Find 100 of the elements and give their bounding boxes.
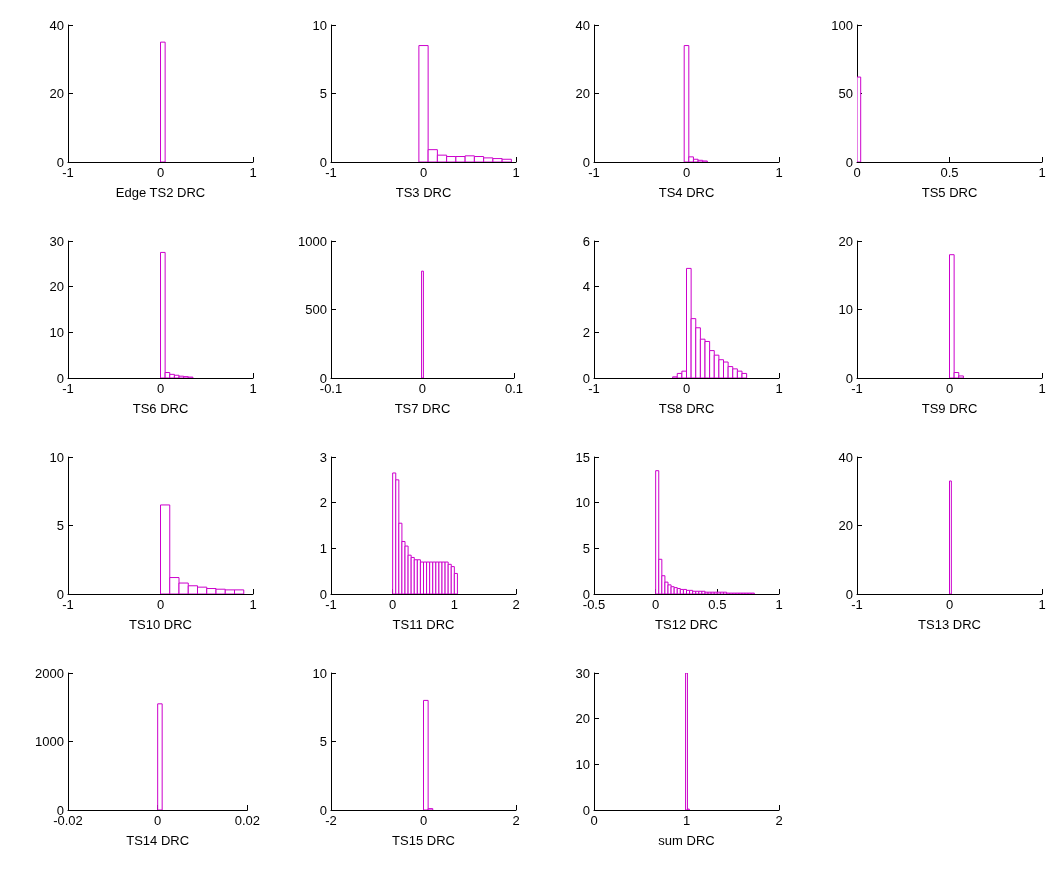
x-tick-label: 0 xyxy=(652,597,660,612)
y-tick-label: 20 xyxy=(575,86,590,101)
x-tick-label: 0 xyxy=(156,381,165,396)
x-axis-title: TS9 DRC xyxy=(921,401,978,416)
x-tick-label: 0.5 xyxy=(708,597,727,612)
x-axis-title: TS12 DRC xyxy=(655,617,718,632)
x-tick-label: 0.1 xyxy=(504,381,523,396)
y-tick-label: 10 xyxy=(838,302,853,317)
x-tick-label: -1 xyxy=(588,165,600,180)
y-tick-label: 20 xyxy=(838,518,853,533)
x-axis-title: TS6 DRC xyxy=(132,401,189,416)
x-tick-label: -0.1 xyxy=(319,381,343,396)
y-tick-label: 100 xyxy=(831,17,853,33)
y-tick-label: 40 xyxy=(838,449,853,465)
x-tick-label: 0 xyxy=(945,597,954,612)
y-tick-label: 0 xyxy=(319,586,327,602)
x-axis-title: TS10 DRC xyxy=(129,617,192,632)
x-tick-label: 2 xyxy=(775,813,783,828)
x-axis-title: TS13 DRC xyxy=(918,617,981,632)
y-tick-label: 0 xyxy=(845,154,853,170)
y-tick-label: 1000 xyxy=(35,734,64,749)
x-tick-label: 0 xyxy=(154,813,162,828)
x-tick-label: 0 xyxy=(682,381,691,396)
y-tick-label: 5 xyxy=(319,734,327,749)
x-tick-label: 2 xyxy=(512,597,520,612)
x-tick-label: 0 xyxy=(418,381,427,396)
x-axis-title: TS14 DRC xyxy=(126,833,190,848)
x-tick-label: -1 xyxy=(851,381,863,396)
x-axis-title: TS3 DRC xyxy=(395,185,452,200)
y-tick-label: 0 xyxy=(319,802,327,818)
y-tick-label: 2 xyxy=(319,495,327,511)
x-tick-label: 1 xyxy=(1038,597,1046,612)
y-tick-label: 0 xyxy=(582,154,590,170)
y-tick-label: 0 xyxy=(56,370,64,386)
y-tick-label: 0 xyxy=(845,586,853,602)
y-tick-label: 10 xyxy=(49,324,64,340)
x-tick-label: 0 xyxy=(682,165,691,180)
y-tick-label: 20 xyxy=(49,279,64,295)
y-tick-label: 40 xyxy=(575,17,590,33)
x-axis-title: TS7 DRC xyxy=(394,401,451,416)
y-tick-label: 0 xyxy=(845,370,853,386)
x-tick-label: 1 xyxy=(450,597,458,612)
y-tick-label: 0 xyxy=(319,154,327,170)
x-tick-label: 2 xyxy=(512,813,520,828)
x-tick-label: -1 xyxy=(588,381,600,396)
x-axis-title: TS8 DRC xyxy=(658,401,715,416)
x-axis-title: TS4 DRC xyxy=(658,185,715,200)
x-tick-label: 1 xyxy=(775,165,783,180)
y-tick-label: 5 xyxy=(56,518,64,533)
y-tick-label: 10 xyxy=(575,495,590,511)
x-tick-label: 1 xyxy=(512,165,520,180)
y-tick-label: 30 xyxy=(575,665,590,681)
x-axis-title: Edge TS2 DRC xyxy=(115,185,206,200)
y-tick-label: 3 xyxy=(319,449,327,465)
y-tick-label: 0 xyxy=(582,370,590,386)
x-tick-label: -1 xyxy=(62,381,74,396)
x-axis-title: sum DRC xyxy=(658,833,715,848)
y-tick-label: 40 xyxy=(49,17,64,33)
y-tick-label: 20 xyxy=(575,711,590,727)
x-tick-label: 0 xyxy=(156,597,165,612)
x-tick-label: 0 xyxy=(419,165,428,180)
y-tick-label: 10 xyxy=(312,17,327,33)
y-tick-label: 30 xyxy=(49,233,64,249)
y-tick-label: 2 xyxy=(582,324,590,340)
y-tick-label: 6 xyxy=(582,233,590,249)
x-tick-label: 1 xyxy=(1038,381,1046,396)
y-tick-label: 500 xyxy=(305,302,327,317)
y-tick-label: 50 xyxy=(838,86,853,101)
x-tick-label: -0.5 xyxy=(582,597,606,612)
y-tick-label: 0 xyxy=(56,586,64,602)
x-tick-label: 0 xyxy=(419,813,428,828)
x-tick-label: 1 xyxy=(1038,165,1046,180)
y-tick-label: 10 xyxy=(312,665,327,681)
x-tick-label: -1 xyxy=(325,165,337,180)
x-tick-label: 1 xyxy=(775,381,783,396)
y-tick-label: 2000 xyxy=(35,665,64,681)
x-tick-label: -1 xyxy=(851,597,863,612)
y-tick-label: 10 xyxy=(49,449,64,465)
y-tick-label: 0 xyxy=(56,154,64,170)
x-axis-title: TS11 DRC xyxy=(392,617,455,632)
x-tick-label: -1 xyxy=(325,597,337,612)
y-tick-label: 1000 xyxy=(298,233,327,249)
y-tick-label: 20 xyxy=(838,233,853,249)
x-tick-label: 1 xyxy=(249,165,257,180)
x-tick-label: 0 xyxy=(156,165,165,180)
y-tick-label: 5 xyxy=(582,540,590,556)
y-tick-label: 15 xyxy=(575,449,590,465)
x-tick-label: 1 xyxy=(682,813,691,828)
y-tick-label: 1 xyxy=(319,540,327,556)
x-tick-label: -2 xyxy=(325,813,337,828)
x-tick-label: -1 xyxy=(62,165,74,180)
y-tick-label: 4 xyxy=(582,279,590,295)
y-tick-label: 20 xyxy=(49,86,64,101)
y-tick-label: 5 xyxy=(319,86,327,101)
x-tick-label: 0.02 xyxy=(234,813,261,828)
x-tick-label: 0 xyxy=(389,597,397,612)
x-tick-label: 0 xyxy=(945,381,954,396)
x-tick-label: 0.5 xyxy=(940,165,959,180)
x-axis-title: TS15 DRC xyxy=(392,833,455,848)
x-tick-label: 1 xyxy=(249,597,257,612)
